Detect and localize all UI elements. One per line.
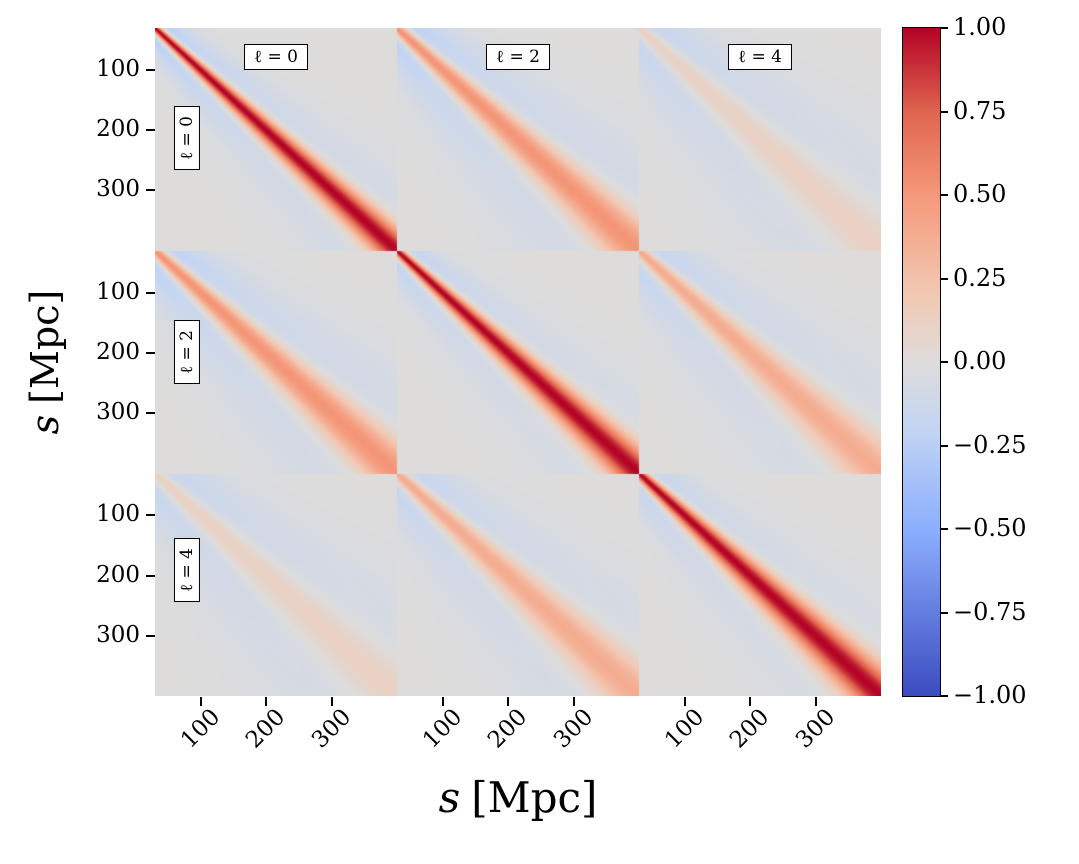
y-tick-label: 200: [96, 561, 140, 588]
block-label-l0-left: ℓ = 0: [173, 105, 201, 171]
block-label-l0-top: ℓ = 0: [243, 44, 309, 71]
y-tick-label: 300: [96, 176, 140, 203]
x-tick: [683, 697, 686, 706]
x-tick: [199, 697, 202, 706]
colorbar-tick-label: −0.25: [953, 430, 1027, 459]
block-label-l4-left: ℓ = 4: [173, 537, 201, 603]
y-tick-label: 200: [96, 116, 140, 143]
x-axis-label-var: s: [438, 773, 461, 822]
x-tick-label: 100: [175, 704, 226, 754]
colorbar-tick: [940, 695, 948, 697]
y-tick-label: 200: [96, 338, 140, 365]
y-tick: [146, 634, 155, 637]
y-tick: [146, 574, 155, 577]
x-axis-label: s [Mpc]: [439, 773, 598, 822]
y-tick: [146, 129, 155, 132]
x-tick-label: 200: [241, 704, 291, 754]
x-tick-label: 200: [483, 704, 533, 754]
y-axis-label-unit: [Mpc]: [23, 289, 67, 404]
y-tick: [146, 351, 155, 354]
x-tick-label: 300: [306, 704, 356, 754]
colorbar-tick-label: 0.75: [953, 96, 1007, 125]
x-tick: [572, 697, 575, 706]
colorbar: [902, 27, 941, 697]
colorbar-tick: [940, 528, 948, 530]
colorbar-tick: [940, 611, 948, 614]
y-tick-label: 300: [96, 621, 140, 648]
colorbar-tick-label: 0.00: [953, 347, 1007, 375]
colorbar-tick-label: −0.75: [953, 597, 1027, 626]
y-tick: [146, 189, 155, 192]
y-tick-label: 100: [96, 278, 140, 305]
y-axis-label: s [Mpc]: [23, 290, 67, 435]
heatmap-canvas: [155, 28, 881, 696]
y-tick: [146, 412, 155, 415]
y-tick-label: 100: [96, 501, 140, 528]
x-tick: [441, 697, 444, 706]
x-tick-label: 200: [725, 704, 775, 754]
colorbar-tick: [940, 361, 948, 363]
colorbar-tick-label: −0.50: [953, 514, 1027, 542]
x-tick: [265, 697, 268, 706]
colorbar-tick: [940, 27, 948, 29]
y-tick: [146, 514, 155, 517]
block-label-l2-left: ℓ = 2: [173, 319, 201, 385]
colorbar-tick-label: 0.50: [953, 180, 1007, 208]
x-tick-label: 100: [417, 704, 468, 754]
x-tick-label: 300: [790, 704, 840, 754]
x-tick: [814, 697, 817, 706]
colorbar-tick: [940, 194, 948, 196]
x-tick: [330, 697, 333, 706]
colorbar-tick: [940, 444, 948, 447]
y-tick-label: 300: [96, 399, 140, 426]
colorbar-tick-label: 1.00: [953, 13, 1007, 41]
y-tick: [146, 291, 155, 294]
block-label-l4-top: ℓ = 4: [727, 44, 793, 71]
y-axis-label-var: s: [23, 414, 67, 435]
x-tick-label: 300: [548, 704, 598, 754]
x-tick: [749, 697, 752, 706]
colorbar-tick-label: 0.25: [953, 263, 1007, 292]
colorbar-tick: [940, 110, 948, 113]
y-tick-label: 100: [96, 56, 140, 83]
x-tick-label: 100: [659, 704, 710, 754]
y-tick: [146, 69, 155, 72]
colorbar-tick: [940, 277, 948, 280]
x-axis-label-unit: [Mpc]: [471, 773, 598, 822]
x-tick: [507, 697, 510, 706]
block-label-l2-top: ℓ = 2: [485, 44, 551, 71]
colorbar-tick-label: −1.00: [953, 681, 1027, 709]
